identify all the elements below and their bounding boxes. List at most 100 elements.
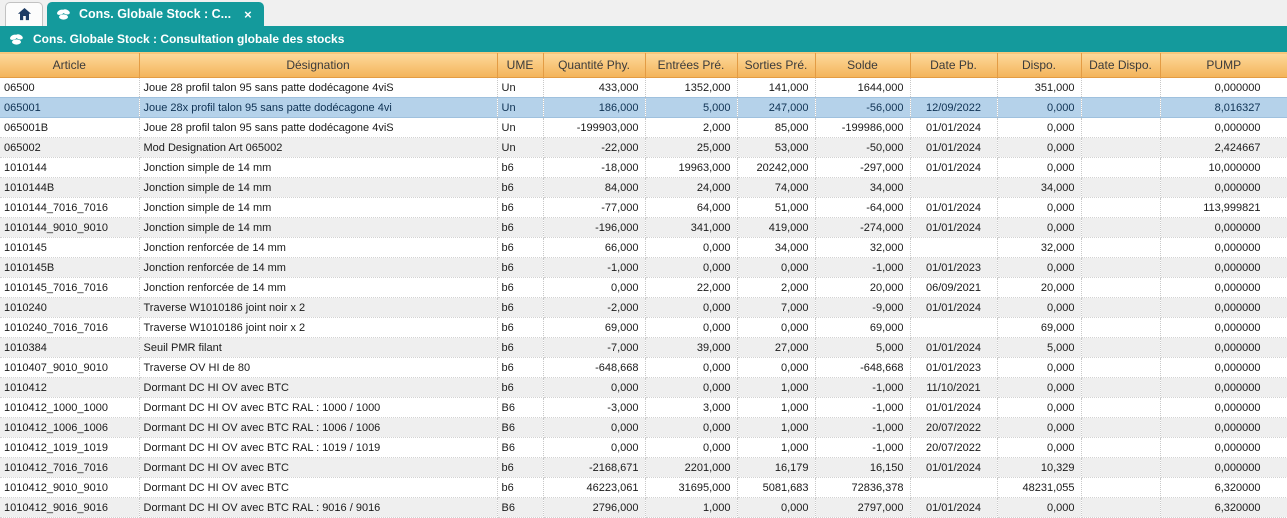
cell-pump[interactable]: 0,000000 [1160, 257, 1287, 278]
cell-dispo[interactable]: 0,000 [997, 357, 1082, 378]
cell-designation[interactable]: Traverse W1010186 joint noir x 2 [139, 297, 498, 318]
cell-sorties_pre[interactable]: 53,000 [737, 137, 816, 158]
cell-designation[interactable]: Joue 28 profil talon 95 sans patte dodéc… [139, 77, 498, 98]
table-row[interactable]: 1010145 Jonction renforcée de 14 mm b6 66,0… [0, 237, 1287, 258]
table-row[interactable]: 065001B Joue 28 profil talon 95 sans patt… [0, 117, 1287, 138]
cell-entrees_pre[interactable]: 39,000 [645, 337, 738, 358]
cell-sorties_pre[interactable]: 27,000 [737, 337, 816, 358]
cell-entrees_pre[interactable]: 0,000 [645, 257, 738, 278]
cell-pump[interactable]: 0,000000 [1160, 357, 1287, 378]
cell-dispo[interactable]: 32,000 [997, 237, 1082, 258]
cell-ume[interactable]: B6 [497, 497, 544, 518]
cell-entrees_pre[interactable]: 5,000 [645, 97, 738, 118]
cell-quantite_phy[interactable]: -7,000 [543, 337, 646, 358]
cell-date_pb[interactable]: 11/10/2021 [910, 377, 998, 398]
cell-date_dispo[interactable] [1081, 397, 1161, 418]
cell-sorties_pre[interactable]: 1,000 [737, 377, 816, 398]
cell-article[interactable]: 1010144_9010_9010 [0, 217, 140, 238]
cell-pump[interactable]: 8,016327 [1160, 97, 1287, 118]
cell-solde[interactable]: 72836,378 [815, 477, 911, 498]
cell-dispo[interactable]: 0,000 [997, 97, 1082, 118]
cell-pump[interactable]: 0,000000 [1160, 177, 1287, 198]
cell-date_pb[interactable] [910, 317, 998, 338]
cell-article[interactable]: 1010240 [0, 297, 140, 318]
cell-quantite_phy[interactable]: -2,000 [543, 297, 646, 318]
cell-ume[interactable]: B6 [497, 437, 544, 458]
cell-date_dispo[interactable] [1081, 257, 1161, 278]
cell-dispo[interactable]: 0,000 [997, 137, 1082, 158]
cell-sorties_pre[interactable]: 247,000 [737, 97, 816, 118]
column-header-quantite_phy[interactable]: Quantité Phy. [542, 52, 645, 78]
cell-entrees_pre[interactable]: 0,000 [645, 437, 738, 458]
table-row[interactable]: 1010412_7016_7016 Dormant DC HI OV avec B… [0, 457, 1287, 478]
cell-ume[interactable]: b6 [497, 197, 544, 218]
cell-solde[interactable]: 69,000 [815, 317, 911, 338]
cell-date_dispo[interactable] [1081, 337, 1161, 358]
cell-solde[interactable]: -64,000 [815, 197, 911, 218]
cell-designation[interactable]: Jonction simple de 14 mm [139, 177, 498, 198]
table-row[interactable]: 1010144B Jonction simple de 14 mm b6 84,000… [0, 177, 1287, 198]
cell-sorties_pre[interactable]: 74,000 [737, 177, 816, 198]
cell-date_pb[interactable]: 01/01/2023 [910, 257, 998, 278]
cell-date_dispo[interactable] [1081, 157, 1161, 178]
cell-pump[interactable]: 0,000000 [1160, 377, 1287, 398]
cell-entrees_pre[interactable]: 1352,000 [645, 77, 738, 98]
cell-pump[interactable]: 0,000000 [1160, 317, 1287, 338]
cell-designation[interactable]: Dormant DC HI OV avec BTC [139, 377, 498, 398]
cell-solde[interactable]: -1,000 [815, 417, 911, 438]
cell-sorties_pre[interactable]: 2,000 [737, 277, 816, 298]
cell-dispo[interactable]: 34,000 [997, 177, 1082, 198]
cell-dispo[interactable]: 0,000 [997, 417, 1082, 438]
table-row[interactable]: 1010144 Jonction simple de 14 mm b6 -18,000… [0, 157, 1287, 178]
cell-sorties_pre[interactable]: 85,000 [737, 117, 816, 138]
cell-article[interactable]: 1010145 [0, 237, 140, 258]
cell-article[interactable]: 1010144B [0, 177, 140, 198]
column-header-entrees_pre[interactable]: Entrées Pré. [644, 52, 737, 78]
cell-ume[interactable]: b6 [497, 357, 544, 378]
cell-date_pb[interactable]: 01/01/2023 [910, 357, 998, 378]
cell-dispo[interactable]: 0,000 [997, 197, 1082, 218]
cell-dispo[interactable]: 20,000 [997, 277, 1082, 298]
cell-date_dispo[interactable] [1081, 277, 1161, 298]
cell-entrees_pre[interactable]: 0,000 [645, 237, 738, 258]
cell-designation[interactable]: Joue 28 profil talon 95 sans patte dodéc… [139, 117, 498, 138]
column-header-solde[interactable]: Solde [814, 52, 910, 78]
cell-sorties_pre[interactable]: 0,000 [737, 317, 816, 338]
cell-quantite_phy[interactable]: -3,000 [543, 397, 646, 418]
cell-ume[interactable]: b6 [497, 477, 544, 498]
cell-pump[interactable]: 0,000000 [1160, 417, 1287, 438]
cell-date_pb[interactable]: 20/07/2022 [910, 417, 998, 438]
cell-designation[interactable]: Jonction renforcée de 14 mm [139, 237, 498, 258]
cell-quantite_phy[interactable]: -199903,000 [543, 117, 646, 138]
cell-article[interactable]: 1010407_9010_9010 [0, 357, 140, 378]
cell-ume[interactable]: Un [497, 77, 544, 98]
cell-sorties_pre[interactable]: 0,000 [737, 357, 816, 378]
cell-solde[interactable]: -1,000 [815, 257, 911, 278]
cell-ume[interactable]: b6 [497, 237, 544, 258]
cell-date_pb[interactable]: 06/09/2021 [910, 277, 998, 298]
table-row[interactable]: 1010144_7016_7016 Jonction simple de 14 m… [0, 197, 1287, 218]
cell-designation[interactable]: Dormant DC HI OV avec BTC [139, 457, 498, 478]
cell-quantite_phy[interactable]: 0,000 [543, 377, 646, 398]
cell-ume[interactable]: b6 [497, 337, 544, 358]
cell-designation[interactable]: Dormant DC HI OV avec BTC RAL : 1006 / 1… [139, 417, 498, 438]
cell-sorties_pre[interactable]: 1,000 [737, 417, 816, 438]
cell-pump[interactable]: 0,000000 [1160, 277, 1287, 298]
cell-pump[interactable]: 0,000000 [1160, 217, 1287, 238]
cell-quantite_phy[interactable]: 66,000 [543, 237, 646, 258]
cell-date_pb[interactable]: 12/09/2022 [910, 97, 998, 118]
cell-article[interactable]: 1010145B [0, 257, 140, 278]
cell-designation[interactable]: Traverse W1010186 joint noir x 2 [139, 317, 498, 338]
cell-sorties_pre[interactable]: 0,000 [737, 497, 816, 518]
cell-entrees_pre[interactable]: 1,000 [645, 497, 738, 518]
cell-article[interactable]: 1010412_9016_9016 [0, 497, 140, 518]
cell-quantite_phy[interactable]: -22,000 [543, 137, 646, 158]
cell-quantite_phy[interactable]: 0,000 [543, 277, 646, 298]
cell-date_dispo[interactable] [1081, 117, 1161, 138]
cell-entrees_pre[interactable]: 0,000 [645, 357, 738, 378]
cell-designation[interactable]: Jonction renforcée de 14 mm [139, 277, 498, 298]
cell-date_pb[interactable] [910, 77, 998, 98]
table-row[interactable]: 1010412_1000_1000 Dormant DC HI OV avec B… [0, 397, 1287, 418]
cell-sorties_pre[interactable]: 7,000 [737, 297, 816, 318]
cell-date_pb[interactable]: 01/01/2024 [910, 157, 998, 178]
